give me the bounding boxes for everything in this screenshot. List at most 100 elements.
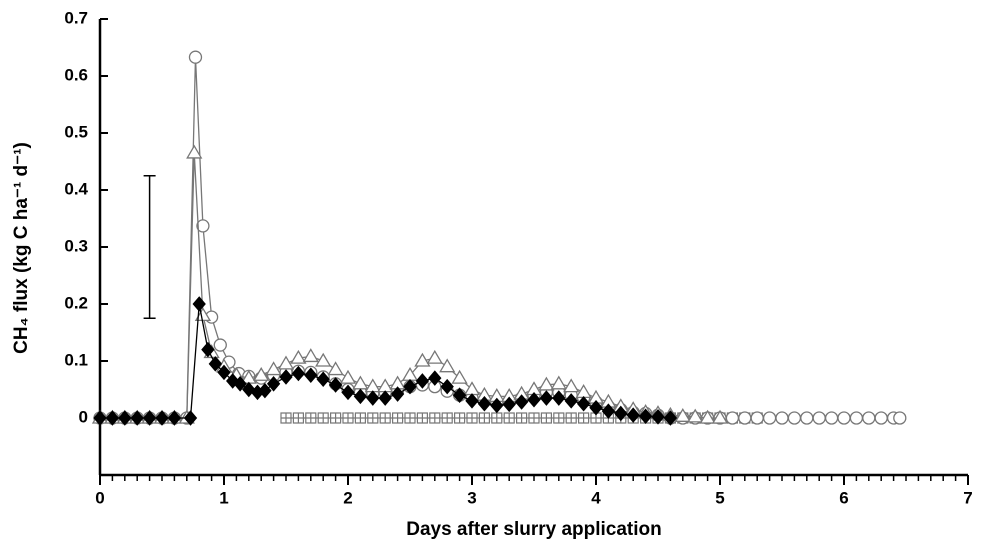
marker-diamond <box>502 396 516 413</box>
x-tick-label: 4 <box>591 488 601 507</box>
marker-triangle <box>302 348 319 363</box>
marker-diamond <box>341 384 355 401</box>
marker-diamond <box>304 367 318 384</box>
marker-diamond <box>316 371 330 388</box>
marker-diamond <box>118 410 132 426</box>
marker-square <box>330 412 342 424</box>
marker-diamond <box>105 410 120 426</box>
x-axis-label: Days after slurry application <box>406 519 662 540</box>
marker-diamond <box>428 370 442 386</box>
marker-diamond <box>183 410 198 426</box>
y-tick-label: 0 <box>79 407 88 426</box>
marker-triangle <box>186 144 203 159</box>
marker-triangle <box>426 349 443 364</box>
marker-triangle <box>711 409 729 424</box>
marker-diamond <box>527 391 541 408</box>
marker-circle <box>824 411 839 425</box>
marker-diamond <box>403 378 417 395</box>
marker-square <box>379 412 391 424</box>
marker-square <box>565 412 577 424</box>
marker-circle <box>849 411 864 425</box>
marker-triangle <box>290 349 307 364</box>
marker-square <box>367 412 379 424</box>
marker-diamond <box>353 388 368 405</box>
marker-circle <box>787 411 802 425</box>
marker-circle <box>862 411 876 425</box>
x-tick-label: 2 <box>343 488 352 507</box>
marker-circle <box>188 50 203 64</box>
marker-square <box>516 412 528 424</box>
marker-circle <box>800 411 814 425</box>
marker-diamond <box>130 410 144 426</box>
marker-square <box>466 412 478 424</box>
marker-diamond <box>626 407 640 423</box>
marker-circle <box>874 411 888 425</box>
marker-triangle <box>339 369 357 384</box>
y-tick-label: 0.1 <box>64 350 88 369</box>
marker-square <box>503 412 515 424</box>
marker-square <box>280 412 292 424</box>
marker-circle <box>213 338 227 352</box>
marker-triangle <box>699 409 716 424</box>
marker-diamond <box>291 365 306 382</box>
y-tick-label: 0.4 <box>64 179 88 198</box>
marker-square <box>392 412 404 424</box>
y-tick-label: 0.3 <box>64 236 88 255</box>
marker-diamond <box>366 390 380 406</box>
marker-diamond <box>514 394 529 410</box>
marker-triangle <box>265 361 282 376</box>
marker-diamond <box>233 376 247 392</box>
marker-diamond <box>452 387 467 403</box>
x-tick-label: 1 <box>219 488 228 507</box>
marker-triangle <box>538 376 555 391</box>
marker-triangle <box>253 366 270 381</box>
marker-circle <box>738 411 752 425</box>
x-tick-label: 5 <box>715 488 724 507</box>
marker-diamond <box>539 390 554 406</box>
x-tick-label: 7 <box>963 488 972 507</box>
marker-diamond <box>564 393 578 409</box>
y-axis-label: CH₄ flux (kg C ha⁻¹ d⁻¹) <box>11 142 32 354</box>
marker-diamond <box>589 399 603 416</box>
marker-circle <box>837 411 851 425</box>
marker-diamond <box>258 382 272 399</box>
marker-square <box>342 412 354 424</box>
y-tick-label: 0.5 <box>64 122 88 141</box>
marker-circle <box>775 411 789 425</box>
marker-square <box>454 412 466 424</box>
marker-diamond <box>477 395 492 412</box>
marker-circle <box>725 411 740 425</box>
marker-square <box>292 412 304 424</box>
marker-square <box>305 412 317 424</box>
marker-diamond <box>415 373 430 389</box>
marker-diamond <box>440 378 454 395</box>
marker-triangle <box>451 369 468 384</box>
marker-diamond <box>378 390 392 406</box>
marker-triangle <box>674 407 691 422</box>
marker-diamond <box>279 369 293 385</box>
marker-diamond <box>552 390 566 406</box>
marker-square <box>404 412 416 424</box>
marker-diamond <box>651 409 665 425</box>
marker-square <box>416 412 428 424</box>
marker-diamond <box>167 410 182 426</box>
marker-triangle <box>327 361 344 376</box>
marker-diamond <box>208 356 222 372</box>
marker-square <box>441 412 453 424</box>
marker-diamond <box>490 397 504 414</box>
marker-circle <box>762 411 777 425</box>
marker-triangle <box>687 408 704 423</box>
marker-square <box>578 412 590 424</box>
marker-diamond <box>266 376 281 392</box>
marker-diamond <box>390 386 405 402</box>
marker-circle <box>812 411 826 425</box>
y-tick-label: 0.6 <box>64 65 88 84</box>
marker-diamond <box>601 403 616 419</box>
marker-triangle <box>550 375 567 390</box>
marker-square <box>540 412 552 424</box>
marker-triangle <box>439 358 456 373</box>
x-tick-label: 0 <box>95 488 104 507</box>
marker-circle <box>893 411 907 425</box>
marker-diamond <box>328 377 343 393</box>
marker-diamond <box>576 395 591 412</box>
